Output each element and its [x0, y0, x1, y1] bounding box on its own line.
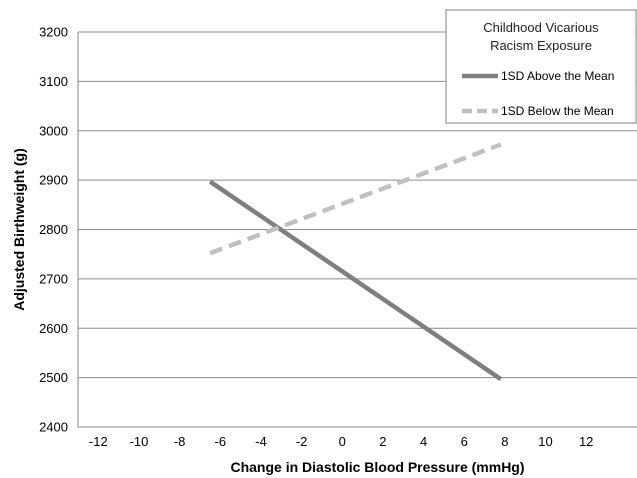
x-tick-label: 6	[461, 434, 468, 449]
legend-entries: 1SD Above the Mean 1SD Below the Mean	[462, 69, 614, 118]
x-tick-label: -6	[215, 434, 227, 449]
x-tick-label: -10	[130, 434, 149, 449]
legend-label-1: 1SD Below the Mean	[501, 104, 614, 118]
x-tick-label: 12	[579, 434, 593, 449]
legend-label-0: 1SD Above the Mean	[501, 69, 614, 83]
series-line-above-mean	[208, 179, 503, 381]
x-tick-labels: -12 -10 -8 -6 -4 -2 0 2 4 6 8 10 12	[89, 434, 593, 449]
y-tick-label: 2700	[39, 271, 68, 286]
x-tick-label: 4	[420, 434, 427, 449]
x-tick-label: 0	[339, 434, 346, 449]
legend: Childhood Vicarious Racism Exposure 1SD …	[445, 9, 637, 124]
x-tick-label: -2	[296, 434, 308, 449]
x-axis-title: Change in Diastolic Blood Pressure (mmHg…	[230, 459, 524, 475]
y-tick-label: 3200	[39, 25, 68, 40]
y-tick-label: 2400	[39, 420, 68, 435]
x-tick-label: -4	[255, 434, 267, 449]
series-lines	[208, 142, 503, 381]
y-axis-title: Adjusted Birthweight (g)	[11, 148, 27, 311]
y-tick-label: 2600	[39, 321, 68, 336]
x-tick-label: 2	[379, 434, 386, 449]
y-tick-label: 3000	[39, 123, 68, 138]
y-tick-label: 2500	[39, 370, 68, 385]
series-line-below-mean	[209, 142, 502, 256]
legend-title-line-1: Childhood Vicarious	[483, 20, 599, 35]
y-tick-label: 2900	[39, 173, 68, 188]
gridlines	[78, 31, 637, 428]
x-tick-label: 10	[538, 434, 552, 449]
x-tick-label: 8	[501, 434, 508, 449]
y-tick-label: 2800	[39, 222, 68, 237]
y-tick-label: 3100	[39, 74, 68, 89]
y-tick-labels: 2400 2500 2600 2700 2800 2900 3000 3100 3200	[39, 25, 68, 435]
legend-box	[445, 9, 637, 124]
axes	[77, 32, 637, 428]
x-tick-label: -12	[89, 434, 108, 449]
x-tick-label: -8	[174, 434, 186, 449]
legend-title-line-2: Racism Exposure	[490, 38, 592, 53]
